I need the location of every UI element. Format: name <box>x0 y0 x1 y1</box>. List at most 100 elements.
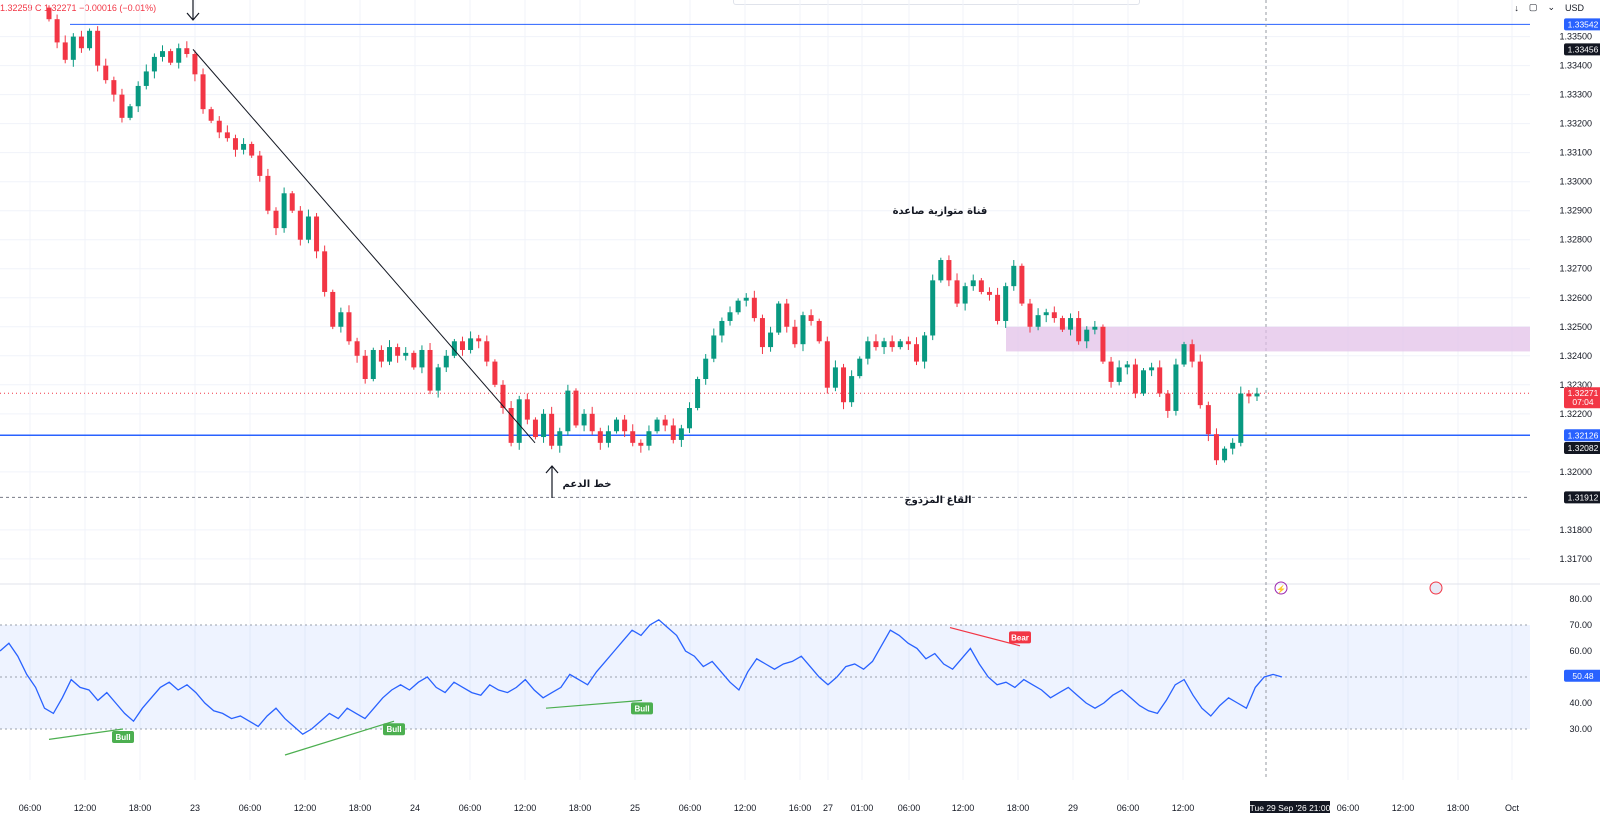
candle <box>954 273 960 308</box>
candle-body <box>257 155 263 176</box>
price-tick-label: 1.32000 <box>1559 467 1592 477</box>
candle <box>832 360 838 392</box>
candle-body <box>670 425 676 440</box>
horizontal-lines <box>0 0 1530 780</box>
currency-label[interactable]: USD <box>1564 2 1584 13</box>
candle-body <box>1205 405 1211 435</box>
annotation-double-bottom: القاع المزدوج <box>904 495 971 506</box>
candle <box>638 439 644 453</box>
candle-body <box>832 367 838 388</box>
time-tick-label: 06:00 <box>898 803 921 813</box>
layout-icon[interactable]: ▢ <box>1528 2 1538 12</box>
candle-body <box>1213 434 1219 461</box>
candle-body <box>857 358 863 377</box>
candle-body <box>176 48 182 63</box>
divergence-badge <box>631 702 653 715</box>
arrow-up-icon <box>545 465 559 498</box>
candle-body <box>622 419 628 432</box>
candle <box>1003 282 1009 328</box>
time-tick-label: 12:00 <box>74 803 97 813</box>
candle-body <box>1173 364 1179 411</box>
candle-body <box>776 303 782 333</box>
candle-body <box>241 143 247 150</box>
candle <box>484 335 490 367</box>
chevron-down-icon[interactable]: ⌄ <box>1547 2 1555 12</box>
time-tick-label: 18:00 <box>569 803 592 813</box>
candle <box>362 349 368 384</box>
top-toolbar-panel[interactable] <box>733 0 1140 5</box>
candle <box>1246 390 1252 404</box>
price-label-box <box>1564 429 1600 442</box>
candles <box>46 5 1260 465</box>
top-right-controls: ↓ ▢ ⌄ USD <box>1514 2 1584 13</box>
candle-body <box>95 30 101 66</box>
time-tick-label: 29 <box>1068 803 1078 813</box>
candle <box>305 209 311 244</box>
divergence-line <box>48 728 124 740</box>
candle-body <box>1222 448 1228 461</box>
time-tick-label: 12:00 <box>514 803 537 813</box>
candle <box>1019 263 1025 306</box>
candle <box>1100 324 1106 364</box>
candle <box>427 343 433 395</box>
candle-body <box>1092 326 1098 330</box>
candle <box>743 293 749 307</box>
candle <box>1092 320 1098 335</box>
flag-icon <box>1429 581 1443 595</box>
candle <box>727 306 733 326</box>
candle <box>87 28 93 51</box>
candle-body <box>654 419 660 432</box>
candle <box>1108 356 1114 388</box>
candle-body <box>232 138 238 150</box>
candle <box>905 336 911 350</box>
candle <box>930 274 936 341</box>
candle-body <box>962 286 968 304</box>
divergence-label: Bull <box>115 733 130 742</box>
candle-body <box>630 431 636 443</box>
candle-body <box>476 338 482 342</box>
candle-body <box>322 251 328 292</box>
candle-body <box>970 280 976 287</box>
candle-body <box>597 431 603 443</box>
time-tick-label: 12:00 <box>294 803 317 813</box>
rsi-bands <box>0 624 1530 730</box>
time-tick-label: 12:00 <box>734 803 757 813</box>
candle-body <box>573 390 579 426</box>
candle-body <box>249 143 255 156</box>
candle <box>897 338 903 350</box>
candle <box>160 45 166 62</box>
candle-body <box>557 431 563 446</box>
candle <box>1140 367 1146 396</box>
candle <box>168 48 174 66</box>
candle-body <box>451 341 457 356</box>
candle-body <box>289 193 295 211</box>
time-tick-label: 24 <box>410 803 420 813</box>
candle <box>646 425 652 451</box>
cursor-time-box <box>1250 801 1330 813</box>
rsi-tick-label: 30.00 <box>1569 724 1592 734</box>
trend-line <box>192 49 536 444</box>
candle-body <box>395 347 401 356</box>
candle <box>1011 260 1017 291</box>
download-icon[interactable]: ↓ <box>1514 2 1519 13</box>
candle <box>1059 315 1065 332</box>
divergence-line <box>545 699 643 709</box>
price-tick-label: 1.32500 <box>1559 322 1592 332</box>
price-label-text: 1.31912 <box>1568 492 1599 502</box>
price-label-text: 1.33542 <box>1568 19 1599 29</box>
candle-body <box>946 260 952 281</box>
candle <box>297 206 303 246</box>
candle <box>143 64 149 90</box>
candle <box>1051 306 1057 323</box>
candle-body <box>1059 318 1065 330</box>
price-tick-label: 1.33400 <box>1559 61 1592 71</box>
candle <box>127 103 133 121</box>
candle <box>703 354 709 385</box>
candle-body <box>1124 364 1130 368</box>
price-tick-label: 1.33100 <box>1559 148 1592 158</box>
candle <box>435 363 441 398</box>
time-tick-label: 25 <box>630 803 640 813</box>
candle-body <box>1116 367 1122 382</box>
candle <box>824 336 830 394</box>
